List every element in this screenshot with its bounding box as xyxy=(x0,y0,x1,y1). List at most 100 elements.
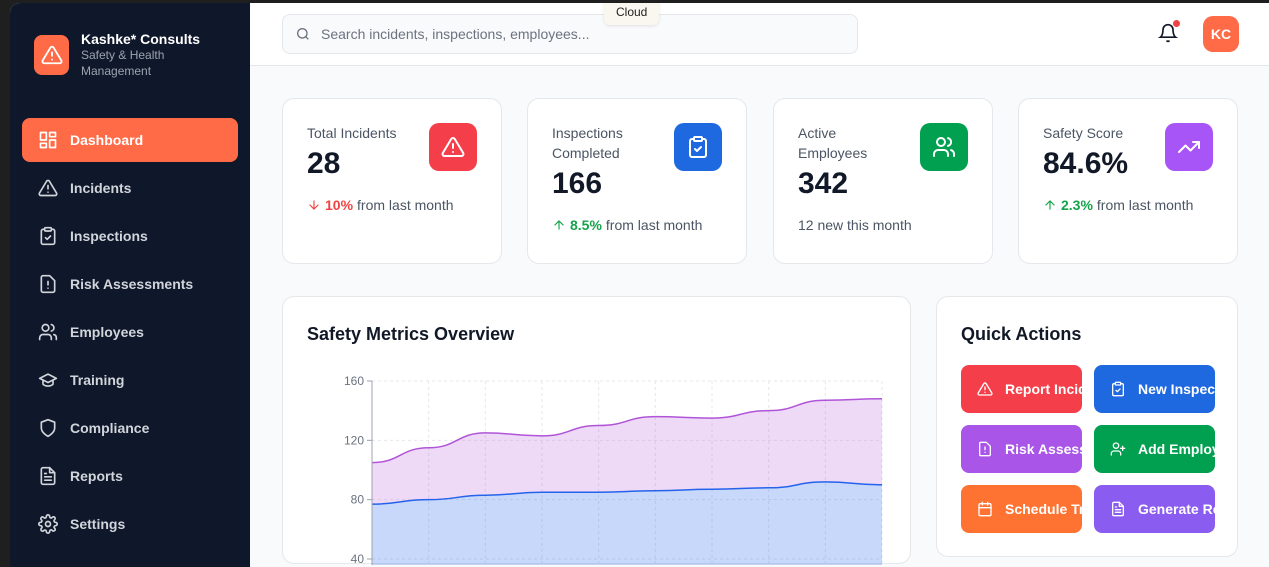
quick-action-new-inspection[interactable]: New Inspection xyxy=(1094,365,1215,413)
brand-name: Kashke* Consults xyxy=(81,31,201,47)
quick-action-label: Generate Report xyxy=(1138,501,1215,517)
sidebar-item-label: Compliance xyxy=(70,420,150,436)
safety-metrics-card: Safety Metrics Overview 160 120 80 40 xyxy=(282,296,911,565)
stat-change-row: 2.3% from last month xyxy=(1043,197,1213,213)
users-icon xyxy=(933,137,956,157)
y-tick-label: 120 xyxy=(344,433,364,447)
stat-change: 2.3% xyxy=(1061,197,1093,213)
sidebar-item-label: Settings xyxy=(70,516,126,532)
y-tick-label: 40 xyxy=(351,552,365,565)
main-content: Cloud KC Total Incidents 28 10%from last… xyxy=(250,3,1269,567)
graduation-cap-icon xyxy=(38,373,58,387)
quick-actions-title: Quick Actions xyxy=(961,324,1082,344)
sidebar-item-training[interactable]: Training xyxy=(22,358,238,402)
bell-icon xyxy=(1157,23,1179,43)
header: Cloud KC xyxy=(250,3,1269,66)
quick-action-add-employee[interactable]: Add Employee xyxy=(1094,425,1215,473)
stat-change-text: from last month xyxy=(1096,197,1194,213)
clipboard-check-icon xyxy=(40,226,56,246)
sidebar-item-label: Training xyxy=(70,372,125,388)
sidebar-item-settings[interactable]: Settings xyxy=(22,502,238,546)
notifications-button[interactable] xyxy=(1157,20,1180,48)
stat-value: 28 xyxy=(307,147,341,180)
sidebar: Kashke* Consults Safety & Health Managem… xyxy=(10,3,250,567)
stat-change-row: 10% from last month xyxy=(307,197,477,213)
area-series-0 xyxy=(372,481,882,565)
calendar-icon xyxy=(978,501,992,517)
stat-label: Active Employees xyxy=(798,125,868,161)
stat-change: 8.5% xyxy=(570,217,602,233)
line-series-1 xyxy=(371,398,883,464)
warning-icon xyxy=(441,136,465,157)
stat-change-text: from last month xyxy=(357,197,454,213)
warning-icon xyxy=(977,382,993,396)
file-text-icon xyxy=(1112,501,1124,517)
safety-metrics-chart: 160 120 80 40 xyxy=(344,374,883,565)
shield-icon xyxy=(40,418,56,438)
stat-card-active-employees: Active Employees 342 12 new this month xyxy=(773,98,993,264)
arrow-up-icon xyxy=(554,220,564,230)
stat-label: Safety Score xyxy=(1043,125,1124,141)
stat-change-text: 12 new this month xyxy=(798,217,912,233)
notification-dot xyxy=(1173,20,1180,27)
trending-up-icon xyxy=(1178,141,1200,153)
stat-value: 166 xyxy=(552,167,603,200)
search-bar[interactable] xyxy=(282,14,858,54)
user-plus-icon xyxy=(1110,442,1126,456)
quick-action-risk-assessment[interactable]: Risk Assessment xyxy=(961,425,1082,473)
quick-action-label: Risk Assessment xyxy=(1005,441,1082,457)
sidebar-item-reports[interactable]: Reports xyxy=(22,454,238,498)
stat-icon-badge xyxy=(674,123,722,171)
file-alert-icon xyxy=(40,274,56,294)
clipboard-check-icon xyxy=(1112,381,1124,397)
stat-change-text: from last month xyxy=(605,217,703,233)
stat-icon-badge xyxy=(429,123,477,171)
stat-value: 342 xyxy=(798,167,849,200)
sidebar-item-dashboard[interactable]: Dashboard xyxy=(22,118,238,162)
clipboard-check-icon xyxy=(689,136,707,158)
quick-action-label: Schedule Training xyxy=(1005,501,1082,517)
quick-action-label: New Inspection xyxy=(1138,381,1215,397)
stat-label: Inspections Completed xyxy=(552,125,623,161)
quick-action-generate-report[interactable]: Generate Report xyxy=(1094,485,1215,533)
y-tick-label: 80 xyxy=(351,493,365,507)
stat-change-row: 8.5% from last month xyxy=(552,217,722,233)
arrow-down-icon xyxy=(309,200,319,210)
stat-card-inspections-completed: Inspections Completed 166 8.5% from last … xyxy=(527,98,747,264)
sidebar-item-label: Incidents xyxy=(70,180,132,196)
search-icon xyxy=(297,28,309,40)
sidebar-item-compliance[interactable]: Compliance xyxy=(22,406,238,450)
quick-action-report-incident[interactable]: Report Incident xyxy=(961,365,1082,413)
sidebar-item-label: Reports xyxy=(70,468,123,484)
sidebar-item-label: Dashboard xyxy=(70,132,144,148)
sidebar-item-label: Risk Assessments xyxy=(70,276,194,292)
search-input[interactable] xyxy=(321,26,821,42)
warning-icon xyxy=(38,179,58,197)
quick-action-schedule-training[interactable]: Schedule Training xyxy=(961,485,1082,533)
arrow-up-icon xyxy=(1045,200,1055,210)
stat-icon-badge xyxy=(920,123,968,171)
sidebar-item-employees[interactable]: Employees xyxy=(22,310,238,354)
quick-action-label: Add Employee xyxy=(1138,441,1215,457)
sidebar-item-inspections[interactable]: Inspections xyxy=(22,214,238,258)
stat-value: 84.6% xyxy=(1043,147,1129,180)
quick-action-label: Report Incident xyxy=(1005,381,1082,397)
quick-actions-card: Quick Actions Report Incident New Inspect… xyxy=(936,296,1238,557)
sidebar-item-risk-assessments[interactable]: Risk Assessments xyxy=(22,262,238,306)
stat-card-safety-score: Safety Score 84.6% 2.3% from last month xyxy=(1018,98,1238,264)
avatar[interactable]: KC xyxy=(1203,16,1239,52)
line-series-0 xyxy=(371,481,883,505)
stat-change: 10% xyxy=(325,197,354,213)
y-tick-label: 160 xyxy=(344,374,364,388)
dashboard-icon xyxy=(39,131,57,149)
tooltip: Cloud xyxy=(604,3,660,25)
gear-icon xyxy=(38,514,58,534)
file-text-icon xyxy=(40,466,56,486)
stat-change-row: 12 new this month xyxy=(798,217,968,233)
sidebar-item-incidents[interactable]: Incidents xyxy=(22,166,238,210)
stat-icon-badge xyxy=(1165,123,1213,171)
area-series-1 xyxy=(372,398,882,505)
users-icon xyxy=(38,323,58,341)
sidebar-nav: Dashboard Incidents Inspections Risk Assess… xyxy=(22,118,238,550)
warning-icon xyxy=(34,35,69,75)
